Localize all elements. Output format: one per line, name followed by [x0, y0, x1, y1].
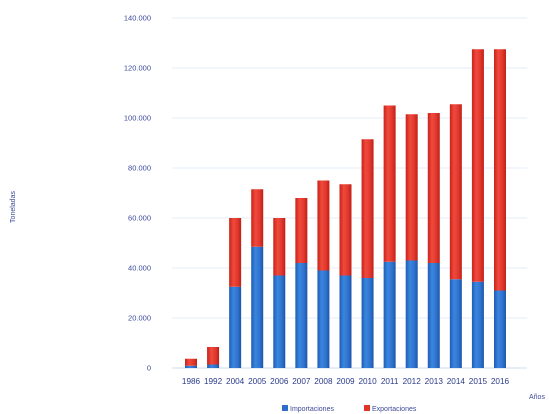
x-axis-title: Años — [529, 394, 545, 401]
y-tick-label: 120.000 — [124, 64, 151, 73]
x-tick-label: 2010 — [358, 377, 377, 386]
x-tick-label: 2007 — [292, 377, 311, 386]
x-tick-label: 2005 — [248, 377, 267, 386]
bar-exportaciones — [295, 198, 308, 263]
bar-importaciones — [229, 286, 242, 368]
bar-exportaciones — [361, 139, 374, 278]
bar-importaciones — [383, 261, 396, 368]
y-tick-label: 140.000 — [124, 14, 151, 23]
bar-exportaciones — [493, 49, 506, 291]
x-tick-label: 2008 — [314, 377, 333, 386]
x-tick-label: 2012 — [403, 377, 422, 386]
bar-exportaciones — [317, 180, 330, 271]
bar-exportaciones — [405, 114, 418, 261]
bar-importaciones — [251, 246, 264, 368]
bar-importaciones — [339, 275, 352, 368]
legend-swatch-exportaciones — [364, 405, 370, 411]
bar-exportaciones — [383, 105, 396, 262]
x-tick-label: 2011 — [381, 377, 399, 386]
bar-exportaciones — [273, 218, 286, 276]
y-tick-label: 100.000 — [124, 114, 151, 123]
bar-exportaciones — [427, 113, 440, 263]
x-tick-label: 2014 — [447, 377, 466, 386]
x-tick-label: 1986 — [182, 377, 201, 386]
bar-importaciones — [471, 281, 484, 368]
y-tick-label: 60.000 — [128, 214, 151, 223]
bar-exportaciones — [185, 358, 197, 366]
legend: Importaciones Exportaciones — [282, 405, 417, 413]
bar-exportaciones — [251, 189, 264, 247]
bars — [185, 49, 506, 368]
y-tick-label: 20.000 — [128, 314, 151, 323]
legend-swatch-importaciones — [282, 405, 288, 411]
bar-exportaciones — [207, 347, 220, 365]
bar-exportaciones — [339, 184, 352, 276]
x-tick-label: 2016 — [491, 377, 510, 386]
x-tick-label: 1992 — [204, 377, 223, 386]
bar-exportaciones — [449, 104, 462, 280]
x-tick-label: 2009 — [336, 377, 355, 386]
y-axis-title: Toneladas — [10, 191, 17, 223]
bar-importaciones — [493, 290, 506, 368]
y-tick-label: 0 — [147, 364, 151, 373]
x-axis-ticks: 1986 1992 2004 2005 2006 2007 2008 2009 2010 2011… — [182, 377, 510, 386]
bar-exportaciones — [229, 218, 242, 287]
bar-importaciones — [449, 279, 462, 368]
x-tick-label: 2015 — [469, 377, 488, 386]
y-tick-label: 40.000 — [128, 264, 151, 273]
bar-importaciones — [273, 275, 286, 368]
legend-label-exportaciones: Exportaciones — [372, 406, 417, 413]
bar-importaciones — [185, 365, 197, 368]
bar-importaciones — [317, 270, 330, 368]
legend-label-importaciones: Importaciones — [290, 406, 334, 413]
bar-importaciones — [207, 364, 220, 368]
bar-importaciones — [405, 260, 418, 368]
bar-importaciones — [295, 263, 308, 368]
bar-importaciones — [427, 263, 440, 368]
bar-importaciones — [361, 278, 374, 368]
bar-exportaciones — [471, 49, 484, 282]
y-tick-label: 80.000 — [128, 164, 151, 173]
x-tick-label: 2013 — [425, 377, 444, 386]
x-tick-label: 2004 — [226, 377, 245, 386]
y-axis-ticks: 0 20.000 40.000 60.000 80.000 100.000 120.000 1… — [124, 14, 151, 373]
x-tick-label: 2006 — [270, 377, 289, 386]
